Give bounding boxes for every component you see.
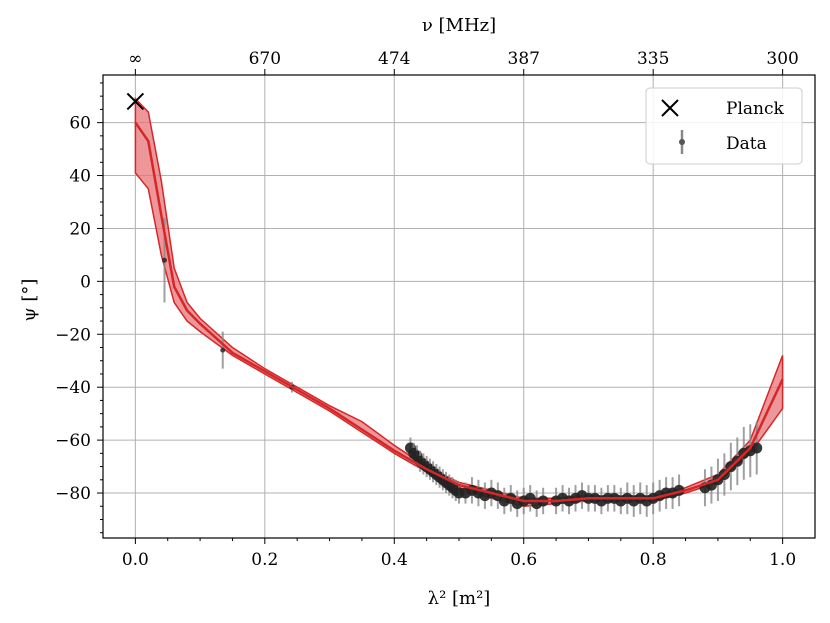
- x-tick-label: 0.0: [122, 550, 149, 570]
- top-tick-label: 474: [378, 49, 410, 69]
- axes-layer: 0.0 0.2 0.4 0.6 0.8 1.0 ∞ 670 474 387 335 300 60 40 20…: [55, 49, 816, 570]
- legend-frame: [645, 87, 803, 165]
- x-axis-title: λ² [m²]: [428, 588, 491, 609]
- planck-marker: [126, 92, 145, 111]
- y-tick-label: 0: [80, 272, 91, 292]
- legend-label-planck: Planck: [726, 99, 784, 119]
- x-tick-label: 0.4: [381, 550, 408, 570]
- y-tick-label: −40: [55, 378, 91, 398]
- y-tick-label: 60: [69, 114, 91, 134]
- planck-layer: [126, 92, 145, 111]
- x-tick-label: 1.0: [769, 550, 796, 570]
- legend-planck-marker: [661, 99, 679, 117]
- model-band-layer: [134, 96, 784, 508]
- y-tick-label: −60: [55, 431, 91, 451]
- data-point: [751, 442, 763, 454]
- top-tick-label: 300: [766, 49, 798, 69]
- model-line-layer: [134, 121, 784, 503]
- top-tick-label: 387: [508, 49, 540, 69]
- data-point: [161, 257, 167, 263]
- model-uncertainty-band: [134, 96, 784, 508]
- data-point: [220, 347, 226, 353]
- top-tick-label: 670: [249, 49, 281, 69]
- planck-marker-stroke: [126, 92, 145, 111]
- y-tick-label: 40: [69, 167, 91, 187]
- top-tick-label: ∞: [128, 49, 142, 69]
- legend: Planck Data: [645, 87, 803, 165]
- y-tick-label: 20: [69, 219, 91, 239]
- y-axis-title: ψ [°]: [19, 279, 40, 322]
- top-tick-label: 335: [637, 49, 669, 69]
- y-tick-label: −20: [55, 325, 91, 345]
- y-tick-label: −80: [55, 484, 91, 504]
- x-tick-label: 0.6: [510, 550, 537, 570]
- model-line: [134, 121, 784, 503]
- legend-label-data: Data: [726, 134, 767, 154]
- legend-data-marker: [679, 130, 685, 154]
- x-tick-label: 0.8: [640, 550, 667, 570]
- top-x-axis-title: ν [MHz]: [422, 15, 496, 36]
- x-tick-label: 0.2: [251, 550, 278, 570]
